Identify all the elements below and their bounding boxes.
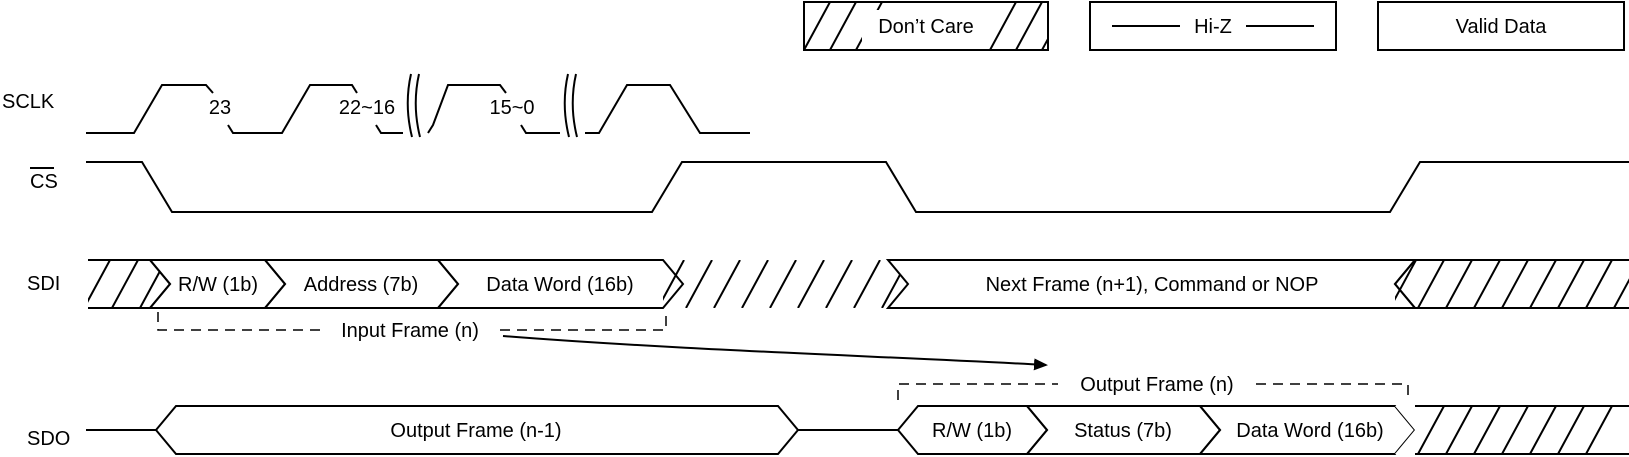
sclk-pre-break-2	[520, 124, 560, 134]
output-frame-label: Output Frame (n)	[1080, 374, 1233, 396]
input-frame-label: Input Frame (n)	[341, 320, 479, 342]
legend-valid-data-label: Valid Data	[1456, 16, 1548, 38]
output-frame-bracket: Output Frame (n)	[897, 374, 1409, 400]
sdo-data-word-label: Data Word (16b)	[1236, 420, 1383, 442]
sclk-pulse-3	[427, 84, 507, 134]
sdi-dont-care-start	[88, 260, 167, 308]
legend-hi-z-label: Hi-Z	[1194, 16, 1232, 38]
legend-hi-z-box	[1089, 1, 1337, 51]
sclk-pulse-2	[227, 84, 358, 134]
sclk-label-bit-23: 23	[209, 97, 231, 119]
input-frame-bracket: Input Frame (n)	[157, 312, 667, 342]
sdi-field-next-frame	[885, 259, 1418, 309]
sdi-next-frame-label: Next Frame (n+1), Command or NOP	[986, 274, 1319, 296]
signal-label-sdo: SDO	[27, 428, 70, 450]
sdo-waveform: Output Frame (n-1) R/W (1b) Status (7b) …	[86, 405, 1629, 455]
sclk-break-2	[563, 73, 578, 138]
sclk-label-bits-15-0: 15~0	[489, 97, 534, 119]
signal-label-sclk: SCLK	[2, 91, 55, 113]
sclk-label-bits-22-16: 22~16	[339, 97, 395, 119]
sclk-pulse-4	[585, 84, 750, 134]
sclk-pre-break-1	[375, 124, 403, 134]
frame-transfer-arrow	[502, 335, 1048, 371]
sclk-pulse-1	[86, 84, 214, 134]
sdo-dont-care-end	[1395, 405, 1629, 455]
sdo-rw-label: R/W (1b)	[932, 420, 1012, 442]
sdo-status-label: Status (7b)	[1074, 420, 1172, 442]
signal-label-sdi: SDI	[27, 273, 60, 295]
legend-dont-care: Don’t Care	[803, 1, 1049, 51]
legend: Don’t Care Hi-Z Valid Data	[803, 1, 1625, 51]
legend-dont-care-label: Don’t Care	[878, 16, 974, 38]
sclk-waveform: 23 22~16 15~0	[86, 73, 750, 138]
sdo-prev-frame-label: Output Frame (n-1)	[390, 420, 561, 442]
cs-waveform	[86, 161, 1629, 213]
sclk-break-1	[406, 73, 421, 138]
sdi-field-data-word	[435, 259, 685, 309]
signal-label-cs: CS	[30, 171, 58, 193]
sdi-dont-care-end	[1395, 260, 1629, 308]
sdi-waveform: R/W (1b) Address (7b) Data Word (16b) Ne…	[88, 259, 1629, 309]
legend-dont-care-box	[803, 1, 1049, 51]
sdi-address-label: Address (7b)	[304, 274, 419, 296]
legend-valid-data: Valid Data	[1377, 1, 1625, 51]
sdi-rw-label: R/W (1b)	[178, 274, 258, 296]
sdi-data-word-label: Data Word (16b)	[486, 274, 633, 296]
legend-valid-data-box	[1377, 1, 1625, 51]
sdi-dont-care-middle	[663, 260, 908, 308]
legend-hi-z: Hi-Z	[1089, 1, 1337, 51]
